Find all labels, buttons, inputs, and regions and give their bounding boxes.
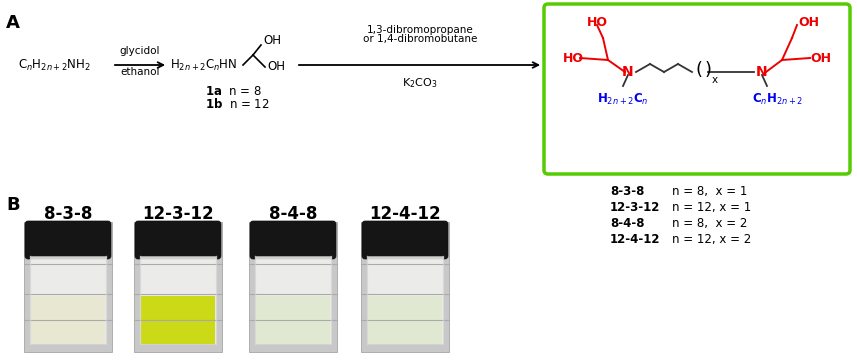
FancyBboxPatch shape <box>361 222 449 352</box>
Text: x: x <box>712 75 718 85</box>
FancyBboxPatch shape <box>134 222 222 352</box>
Text: ethanol: ethanol <box>120 67 159 77</box>
FancyBboxPatch shape <box>30 256 106 344</box>
Text: N: N <box>756 65 768 79</box>
Text: 8-4-8: 8-4-8 <box>269 205 317 223</box>
Text: N: N <box>622 65 634 79</box>
FancyBboxPatch shape <box>362 221 448 259</box>
Text: HO: HO <box>563 51 584 64</box>
Text: K$_2$CO$_3$: K$_2$CO$_3$ <box>402 76 438 90</box>
FancyBboxPatch shape <box>250 221 336 259</box>
Text: ): ) <box>705 61 712 79</box>
Text: n = 8,  x = 2: n = 8, x = 2 <box>672 217 747 230</box>
FancyBboxPatch shape <box>368 296 442 344</box>
Text: H$_{2n+2}$C$_n$HN: H$_{2n+2}$C$_n$HN <box>170 58 237 72</box>
Text: C$_n$H$_{2n+2}$NH$_2$: C$_n$H$_{2n+2}$NH$_2$ <box>18 58 91 72</box>
Text: (: ( <box>696 61 703 79</box>
Text: 1,3-dibromopropane: 1,3-dibromopropane <box>367 25 473 35</box>
Text: 12-4-12: 12-4-12 <box>610 233 661 246</box>
Text: HO: HO <box>587 16 608 29</box>
Text: or 1,4-dibromobutane: or 1,4-dibromobutane <box>363 34 477 44</box>
Text: 12-3-12: 12-3-12 <box>610 201 661 214</box>
FancyBboxPatch shape <box>25 221 111 259</box>
FancyBboxPatch shape <box>140 256 216 344</box>
Text: 12-3-12: 12-3-12 <box>142 205 213 223</box>
Text: C$_n$H$_{2n+2}$: C$_n$H$_{2n+2}$ <box>752 92 803 107</box>
Text: n = 12, x = 2: n = 12, x = 2 <box>672 233 752 246</box>
FancyBboxPatch shape <box>544 4 850 174</box>
FancyBboxPatch shape <box>249 222 337 352</box>
Text: 8-4-8: 8-4-8 <box>610 217 644 230</box>
FancyBboxPatch shape <box>367 256 443 344</box>
Text: n = 12, x = 1: n = 12, x = 1 <box>672 201 752 214</box>
FancyBboxPatch shape <box>24 222 112 352</box>
FancyBboxPatch shape <box>256 296 330 344</box>
Text: OH: OH <box>810 51 831 64</box>
Text: 12-4-12: 12-4-12 <box>369 205 440 223</box>
FancyBboxPatch shape <box>31 296 105 344</box>
FancyBboxPatch shape <box>135 221 221 259</box>
Text: A: A <box>6 14 20 32</box>
Text: OH: OH <box>267 60 285 73</box>
FancyBboxPatch shape <box>255 256 331 344</box>
Text: OH: OH <box>263 34 281 47</box>
Text: 8-3-8: 8-3-8 <box>610 185 644 198</box>
Text: OH: OH <box>798 16 819 29</box>
Text: $\mathbf{1b}$  n = 12: $\mathbf{1b}$ n = 12 <box>205 97 270 111</box>
Text: H$_{2n+2}$C$_n$: H$_{2n+2}$C$_n$ <box>597 92 649 107</box>
Text: 8-3-8: 8-3-8 <box>44 205 93 223</box>
FancyBboxPatch shape <box>141 296 215 344</box>
Text: $\mathbf{1a}$  n = 8: $\mathbf{1a}$ n = 8 <box>205 85 262 98</box>
Text: B: B <box>6 196 20 214</box>
Text: glycidol: glycidol <box>120 46 160 56</box>
Text: n = 8,  x = 1: n = 8, x = 1 <box>672 185 747 198</box>
